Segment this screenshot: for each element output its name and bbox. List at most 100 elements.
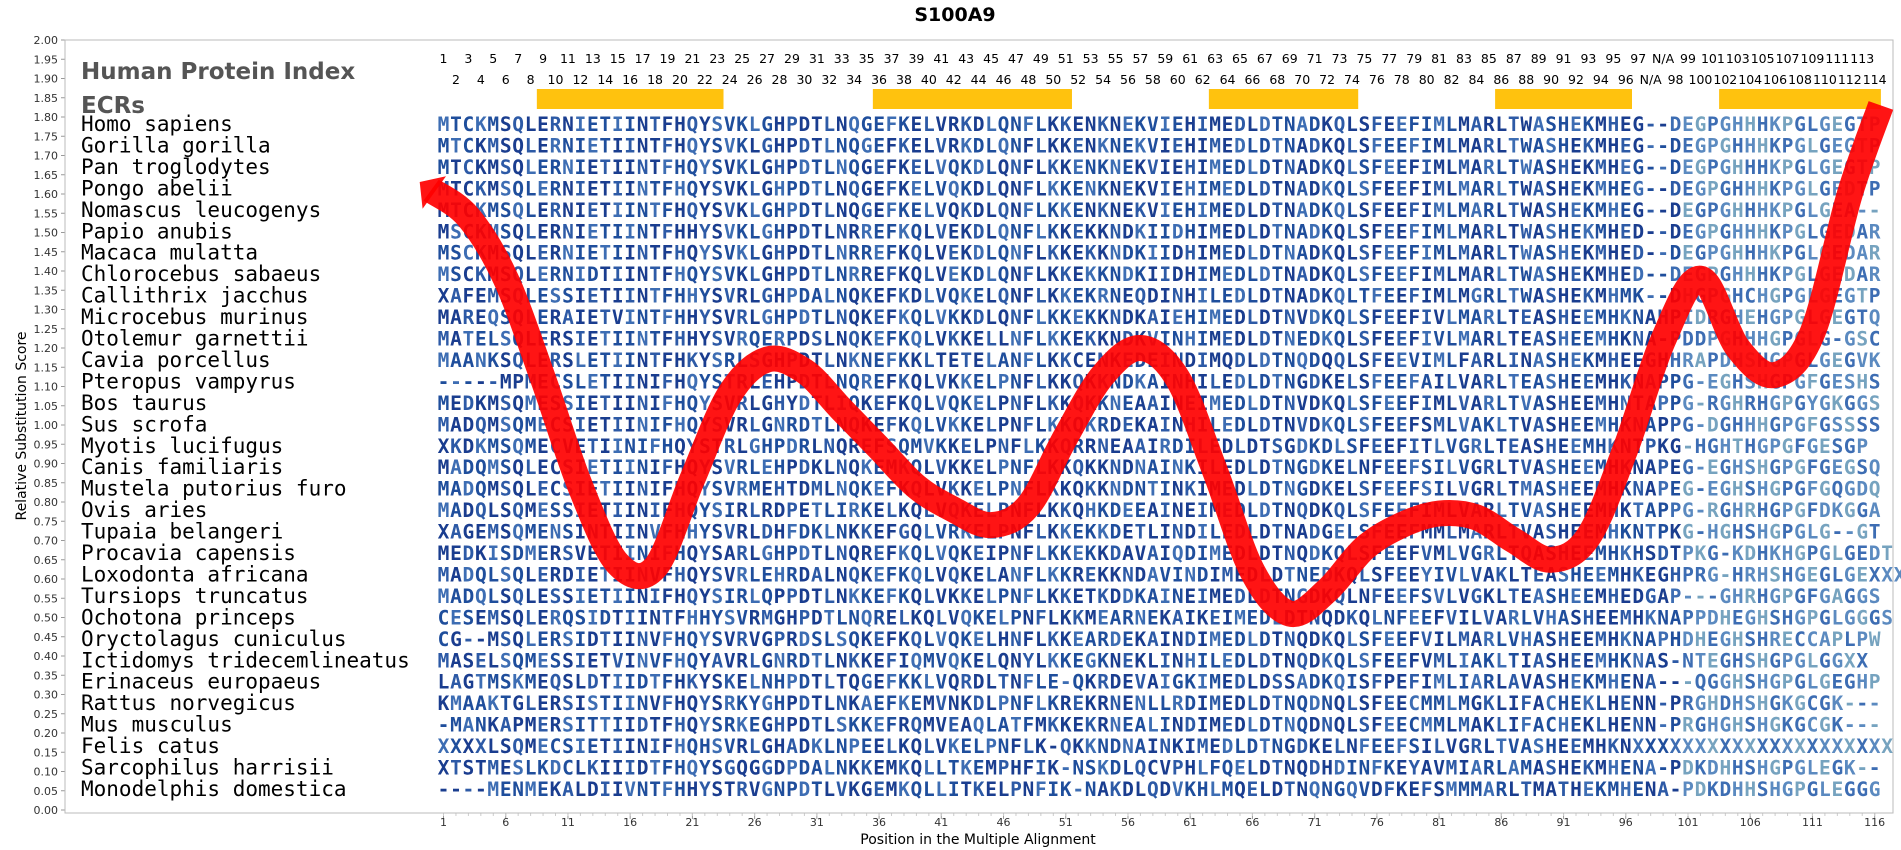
- residue: L: [1346, 370, 1358, 393]
- residue: N: [1520, 349, 1532, 372]
- residue: K: [960, 113, 972, 136]
- residue: -: [1844, 692, 1856, 715]
- residue: R: [736, 478, 748, 501]
- residue: Q: [687, 242, 699, 265]
- residue: D: [1234, 649, 1246, 672]
- residue: E: [1520, 306, 1532, 329]
- residue: H: [1744, 263, 1756, 286]
- residue: M: [1209, 156, 1221, 179]
- residue: Q: [1222, 757, 1234, 780]
- residue: F: [1371, 220, 1383, 243]
- residue: V: [749, 628, 761, 651]
- residue: T: [1271, 156, 1283, 179]
- residue: E: [873, 177, 885, 200]
- residue: F: [1371, 392, 1383, 415]
- residue: -: [1657, 156, 1669, 179]
- residue: -: [1844, 714, 1856, 737]
- residue: N: [1284, 413, 1296, 436]
- residue: -: [463, 628, 475, 651]
- residue: D: [799, 134, 811, 157]
- residue: D: [1259, 328, 1271, 351]
- residue: A: [1471, 177, 1483, 200]
- residue: T: [1259, 735, 1271, 758]
- residue: K: [1321, 242, 1333, 265]
- residue: R: [1471, 435, 1483, 458]
- residue: I: [624, 134, 636, 157]
- residue: I: [1421, 328, 1433, 351]
- residue: K: [811, 456, 823, 479]
- residue: E: [1682, 177, 1694, 200]
- residue: Q: [848, 563, 860, 586]
- residue: I: [575, 735, 587, 758]
- residue: D: [799, 263, 811, 286]
- residue: E: [1122, 199, 1134, 222]
- residue: A: [1296, 242, 1308, 265]
- residue: -: [1695, 456, 1707, 479]
- human-protein-index-header: Human Protein Index: [81, 59, 355, 85]
- index-label-bottom: 82: [1444, 72, 1460, 87]
- residue: A: [1172, 606, 1184, 629]
- residue: R: [774, 328, 786, 351]
- residue: H: [1757, 478, 1769, 501]
- residue: I: [612, 328, 624, 351]
- residue: V: [1408, 349, 1420, 372]
- residue: H: [1607, 263, 1619, 286]
- residue: R: [1483, 456, 1495, 479]
- residue: L: [1247, 649, 1259, 672]
- residue: E: [1408, 606, 1420, 629]
- residue: E: [1122, 671, 1134, 694]
- index-label-bottom: 78: [1394, 72, 1410, 87]
- residue: H: [1719, 606, 1731, 629]
- residue: L: [1520, 606, 1532, 629]
- residue: I: [624, 370, 636, 393]
- residue: D: [463, 435, 475, 458]
- residue: K: [1769, 220, 1781, 243]
- residue: E: [587, 156, 599, 179]
- residue: P: [998, 370, 1010, 393]
- residue: D: [799, 220, 811, 243]
- residue: E: [1147, 606, 1159, 629]
- residue: L: [985, 177, 997, 200]
- residue: E: [1222, 263, 1234, 286]
- residue: S: [1359, 649, 1371, 672]
- residue: -: [1657, 671, 1669, 694]
- residue: I: [1421, 242, 1433, 265]
- residue: L: [1819, 778, 1831, 801]
- residue: V: [1147, 113, 1159, 136]
- residue: F: [1807, 478, 1819, 501]
- residue: N: [475, 349, 487, 372]
- x-tick-label: 76: [1370, 816, 1384, 829]
- residue: E: [948, 220, 960, 243]
- residue: X: [1719, 735, 1731, 758]
- residue: I: [612, 199, 624, 222]
- residue: E: [587, 242, 599, 265]
- residue: K: [1321, 628, 1333, 651]
- residue: S: [811, 328, 823, 351]
- residue: Q: [687, 542, 699, 565]
- residue: G: [898, 521, 910, 544]
- residue: Q: [998, 134, 1010, 157]
- residue: L: [1495, 370, 1507, 393]
- residue: E: [1122, 392, 1134, 415]
- residue: K: [1135, 242, 1147, 265]
- residue: N: [637, 370, 649, 393]
- residue: N: [1085, 778, 1097, 801]
- residue: X: [1632, 735, 1644, 758]
- residue: I: [1147, 220, 1159, 243]
- residue: L: [525, 220, 537, 243]
- residue: Y: [699, 692, 711, 715]
- residue: X: [1707, 735, 1719, 758]
- residue: D: [1869, 542, 1881, 565]
- residue: T: [1271, 242, 1283, 265]
- residue: R: [1483, 349, 1495, 372]
- residue: F: [662, 628, 674, 651]
- residue: L: [1209, 521, 1221, 544]
- index-label-bottom: 114: [1863, 72, 1887, 87]
- residue: E: [537, 628, 549, 651]
- residue: N: [1321, 714, 1333, 737]
- residue: K: [848, 778, 860, 801]
- residue: Q: [948, 542, 960, 565]
- residue: K: [1085, 671, 1097, 694]
